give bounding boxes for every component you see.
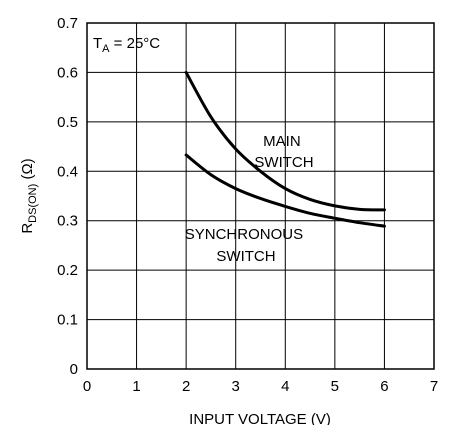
plot-frame <box>86 22 435 370</box>
series-label-main-switch: MAIN SWITCH <box>254 133 313 171</box>
y-tick-label: 0.3 <box>57 213 78 230</box>
y-tick-label: 0.7 <box>57 15 78 32</box>
series-line-synchronous-switch <box>184 153 386 228</box>
condition-label: TA = 25°C <box>93 35 160 55</box>
x-tick-label: 1 <box>132 378 140 395</box>
x-tick-label: 5 <box>331 378 339 395</box>
x-tick-labels: 0 1 2 3 4 5 6 7 <box>83 378 438 395</box>
y-tick-label: 0.1 <box>57 312 78 329</box>
series-label-synchronous-switch: SYNCHRONOUS SWITCH <box>185 226 308 265</box>
series-label-main-line1: MAIN <box>263 133 301 150</box>
x-tick-label: 0 <box>83 378 91 395</box>
y-tick-label: 0.6 <box>57 64 78 81</box>
series-label-sync-line1: SYNCHRONOUS <box>185 226 303 243</box>
y-tick-label: 0.2 <box>57 262 78 279</box>
y-axis-title: RDS(ON) (Ω) <box>19 158 39 233</box>
x-tick-label: 3 <box>232 378 240 395</box>
series-label-sync-line2: SWITCH <box>216 248 275 265</box>
y-tick-label: 0.4 <box>57 163 78 180</box>
x-axis-title: INPUT VOLTAGE (V) <box>189 411 331 425</box>
series-line-main-switch <box>184 70 386 212</box>
y-tick-label: 0 <box>70 361 78 378</box>
x-tick-label: 4 <box>281 378 289 395</box>
series-label-main-line2: SWITCH <box>254 154 313 171</box>
y-tick-labels: 0 0.1 0.2 0.3 0.4 0.5 0.6 0.7 <box>57 15 78 378</box>
series-lines <box>184 70 386 228</box>
x-tick-label: 7 <box>430 378 438 395</box>
x-tick-label: 2 <box>182 378 190 395</box>
y-tick-label: 0.5 <box>57 114 78 131</box>
x-tick-label: 6 <box>380 378 388 395</box>
grid <box>87 23 434 369</box>
